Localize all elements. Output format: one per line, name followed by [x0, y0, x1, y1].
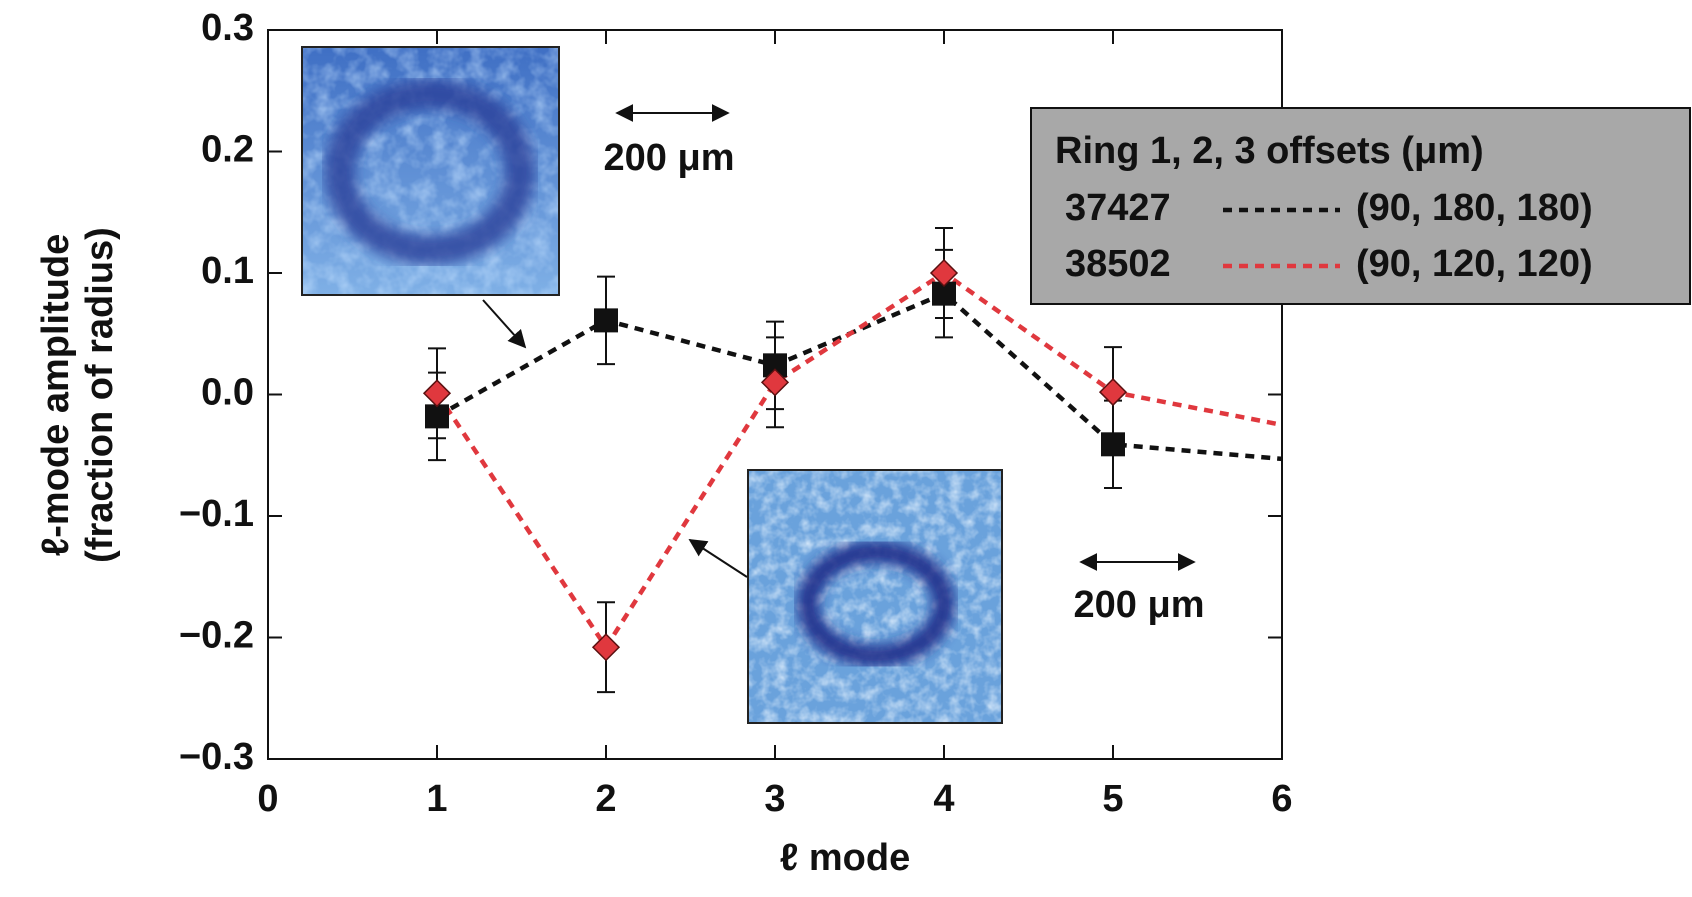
y-tick-label: 0.2 [201, 129, 254, 171]
x-tick-label: 6 [1271, 778, 1292, 820]
x-tick-label: 4 [933, 778, 954, 820]
x-tick-label: 2 [595, 778, 616, 820]
x-tick-label: 1 [426, 778, 447, 820]
legend: Ring 1, 2, 3 offsets (μm) 37427 (90, 180,… [1030, 107, 1691, 305]
x-tick-label: 3 [764, 778, 785, 820]
y-tick-label: −0.3 [179, 736, 254, 778]
y-tick-label: −0.1 [179, 493, 254, 535]
scale-label: 200 μm [604, 137, 735, 179]
legend-label: 38502 [1065, 243, 1171, 285]
pointer-arrow [688, 539, 748, 578]
legend-title: Ring 1, 2, 3 offsets (μm) [1055, 130, 1484, 172]
inset-image-2 [747, 469, 1003, 724]
y-tick-label: 0.3 [201, 7, 254, 49]
legend-offsets: (90, 180, 180) [1356, 187, 1593, 229]
y-tick-label: −0.2 [179, 615, 254, 657]
marker [594, 308, 618, 333]
y-axis-label: ℓ-mode amplitude [35, 234, 77, 557]
y-axis-label: (fraction of radius) [79, 227, 121, 563]
legend-offsets: (90, 120, 120) [1356, 243, 1593, 285]
x-tick-label: 0 [257, 778, 278, 820]
x-axis-label: ℓ mode [780, 837, 910, 879]
y-tick-label: 0.1 [201, 250, 254, 292]
series-line [435, 291, 1283, 462]
marker [760, 368, 790, 397]
legend-box [1030, 107, 1691, 305]
legend-label: 37427 [1065, 187, 1171, 229]
marker [1098, 378, 1128, 407]
x-tick-label: 5 [1102, 778, 1123, 820]
inset-image-1 [301, 46, 560, 296]
marker [422, 379, 452, 408]
y-tick-label: 0.0 [201, 372, 254, 414]
marker [929, 258, 959, 288]
plot-layer: 0 1 2 3 4 5 6 −0.3 −0.2 −0.1 0.0 0.1 0.2 0.3 [179, 7, 1293, 820]
scale-label: 200 μm [1074, 584, 1205, 626]
marker [591, 633, 621, 662]
pointer-arrow [482, 299, 527, 349]
